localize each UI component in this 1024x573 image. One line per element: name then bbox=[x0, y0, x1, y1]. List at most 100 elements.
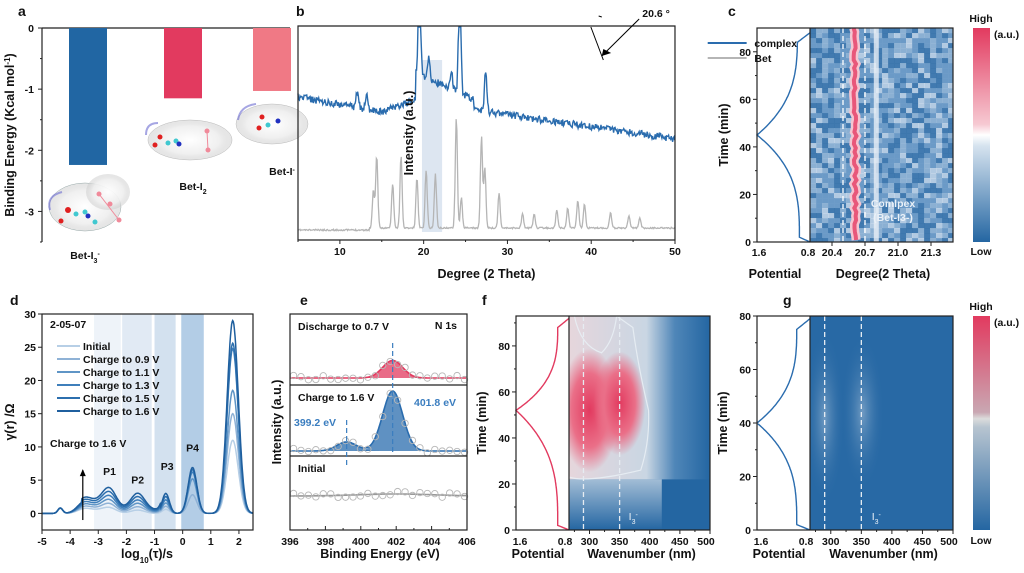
heatmap-cell bbox=[816, 78, 823, 84]
x-tick-label: 400 bbox=[352, 536, 370, 548]
heatmap-cell bbox=[906, 138, 913, 144]
heatmap-cell bbox=[870, 113, 877, 119]
heatmap-cell bbox=[912, 38, 919, 44]
heatmap-annotation-sub: (Bet-I3-) bbox=[873, 212, 913, 224]
heatmap-cell bbox=[840, 208, 847, 214]
heatmap-cell bbox=[894, 178, 901, 184]
series-bet-line bbox=[298, 119, 675, 231]
heatmap-cell bbox=[900, 168, 907, 174]
y-axis-label: Intensity (a.u.) bbox=[270, 380, 284, 465]
heatmap-cell bbox=[846, 168, 853, 174]
heatmap-cell bbox=[942, 223, 949, 229]
potential-curve bbox=[514, 317, 570, 531]
heatmap-cell bbox=[912, 28, 919, 34]
heatmap-cell bbox=[822, 173, 829, 179]
heatmap-cell bbox=[930, 218, 937, 224]
heatmap-cell bbox=[900, 38, 907, 44]
heatmap-cell bbox=[924, 28, 931, 34]
heatmap-cell bbox=[930, 158, 937, 164]
plot-frame bbox=[756, 27, 954, 243]
heatmap-cell bbox=[900, 128, 907, 134]
category-label: Bet-I- bbox=[269, 166, 295, 178]
heatmap-cell bbox=[900, 28, 907, 34]
heatmap-cell bbox=[870, 118, 877, 124]
heatmap-cell bbox=[834, 33, 841, 39]
heatmap-cell bbox=[858, 143, 865, 149]
heatmap-cell bbox=[834, 208, 841, 214]
heatmap-cell bbox=[834, 173, 841, 179]
subpanel-label-0: Discharge to 0.7 V bbox=[298, 321, 389, 333]
heatmap-cell bbox=[846, 218, 853, 224]
heatmap-cell bbox=[948, 98, 953, 104]
heatmap-cell bbox=[936, 143, 943, 149]
heatmap-cell bbox=[864, 83, 871, 89]
heatmap-cell bbox=[888, 213, 895, 219]
heatmap-cell bbox=[918, 183, 925, 189]
heatmap-cell bbox=[900, 133, 907, 139]
data-point bbox=[431, 490, 439, 498]
heatmap-cell bbox=[816, 43, 823, 49]
category-label-sup: - bbox=[293, 167, 296, 174]
y-tick-label: 15 bbox=[24, 409, 36, 421]
heatmap-cell bbox=[936, 198, 943, 204]
heatmap-cell bbox=[810, 198, 817, 204]
heatmap-cell bbox=[876, 63, 883, 69]
heatmap-cell bbox=[912, 193, 919, 199]
x-tick-label: -2 bbox=[122, 536, 131, 548]
heatmap-cell bbox=[942, 233, 949, 239]
y-axis-label: Intensity (a.u.) bbox=[402, 91, 416, 176]
heatmap-cell bbox=[906, 73, 913, 79]
heatmap-cell bbox=[894, 153, 901, 159]
data-point bbox=[423, 374, 432, 382]
heatmap-cell bbox=[858, 28, 865, 34]
heatmap-cell bbox=[948, 138, 953, 144]
heatmap-cell bbox=[846, 38, 853, 44]
heatmap-cell bbox=[828, 198, 835, 204]
data-point bbox=[386, 389, 394, 398]
heatmap-cell bbox=[870, 153, 877, 159]
heatmap-cell bbox=[942, 188, 949, 194]
heatmap-cell bbox=[870, 68, 877, 74]
heatmap-cell bbox=[876, 238, 883, 242]
heatmap-cell bbox=[888, 148, 895, 154]
heatmap-cell bbox=[846, 133, 853, 139]
heatmap-cell bbox=[936, 123, 943, 129]
heatmap-cell bbox=[876, 203, 883, 209]
heatmap-cell bbox=[918, 223, 925, 229]
heatmap-cell bbox=[906, 98, 913, 104]
heatmap-cell bbox=[876, 173, 883, 179]
heatmap-cell bbox=[864, 118, 871, 124]
heatmap-cell bbox=[870, 183, 877, 189]
heatmap-cell bbox=[900, 73, 907, 79]
heatmap-cell bbox=[876, 213, 883, 219]
heatmap-cell bbox=[900, 103, 907, 109]
heatmap-cell bbox=[948, 163, 953, 169]
heatmap-cell bbox=[816, 213, 823, 219]
heatmap-cell bbox=[864, 183, 871, 189]
heatmap-cell bbox=[948, 58, 953, 64]
heatmap-cell bbox=[888, 58, 895, 64]
heatmap-cell bbox=[900, 188, 907, 194]
heatmap-cell bbox=[936, 108, 943, 114]
data-point bbox=[393, 396, 402, 404]
heatmap-cell bbox=[930, 153, 937, 159]
molecule-bet-i3 bbox=[48, 174, 130, 232]
heatmap-cell bbox=[912, 58, 919, 64]
heatmap-cell bbox=[918, 118, 925, 124]
heatmap-cell bbox=[948, 188, 953, 194]
heatmap-cell bbox=[864, 63, 871, 69]
heatmap-cell bbox=[882, 173, 889, 179]
heatmap-cell bbox=[846, 228, 853, 234]
data-point bbox=[371, 433, 379, 441]
heatmap-cell bbox=[882, 153, 889, 159]
heatmap-cell bbox=[834, 73, 841, 79]
heatmap-cell bbox=[888, 68, 895, 74]
heatmap-cell bbox=[858, 93, 865, 99]
heatmap-cell bbox=[864, 213, 871, 219]
heatmap-cell bbox=[924, 98, 931, 104]
plot-frame bbox=[515, 315, 711, 531]
heatmap-cell bbox=[858, 43, 865, 49]
heatmap-cell bbox=[936, 78, 943, 84]
heatmap-cell bbox=[876, 38, 883, 44]
heatmap-cell bbox=[816, 178, 823, 184]
